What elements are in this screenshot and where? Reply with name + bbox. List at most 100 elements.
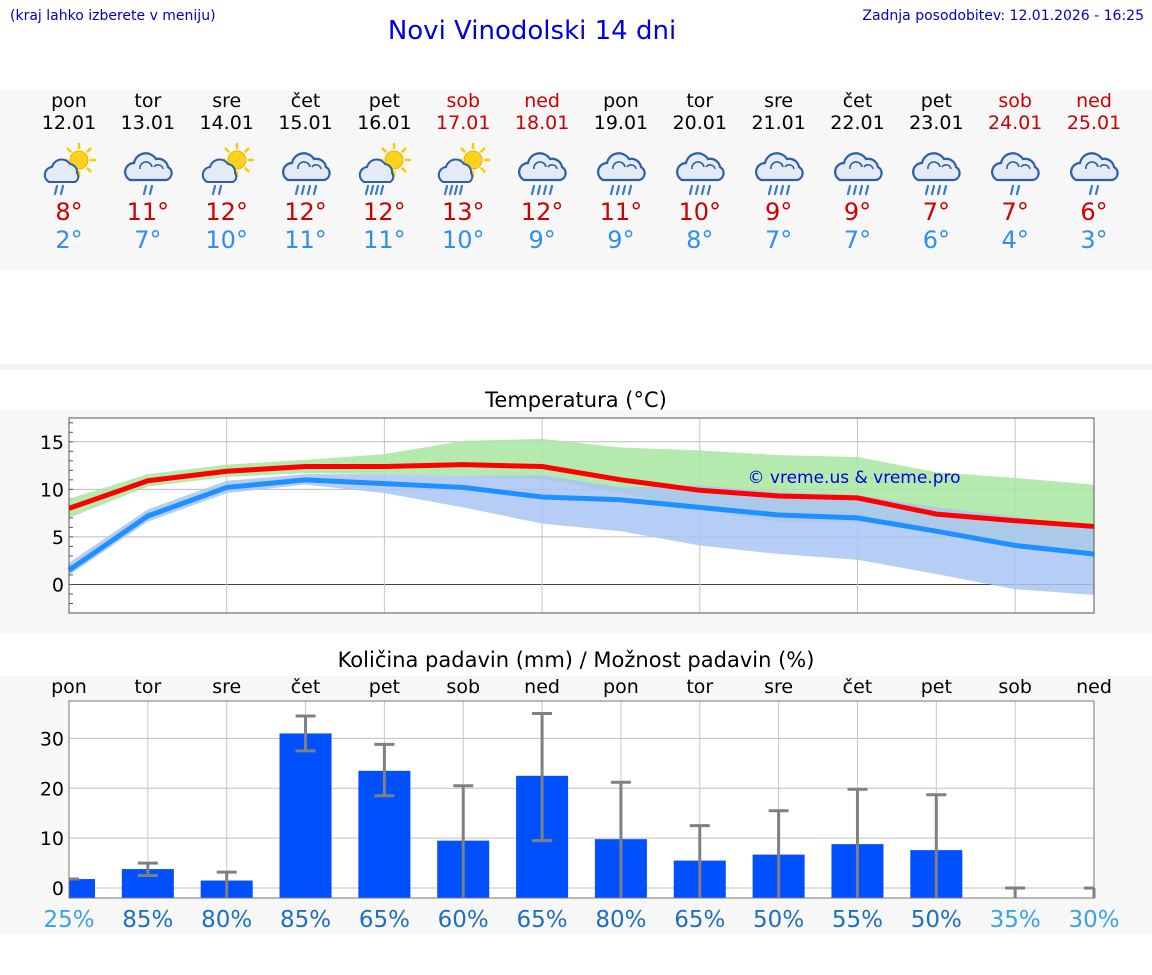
rain-drops-icon [294,184,317,196]
precip-day-label: tor [686,676,713,698]
temp-min: 4° [1001,226,1029,254]
temp-min: 9° [607,226,635,254]
temp-ytick-label: 10 [40,479,64,501]
day-date: 24.01 [987,112,1043,134]
precip-bar [69,879,95,899]
day-name: sob [998,90,1032,112]
precip-day-label: sre [212,676,241,698]
day-column: sre 21.01 9° 7° [739,90,819,254]
day-date: 16.01 [357,112,412,134]
max-temp-line [68,462,1095,529]
rain-drops-icon [767,184,790,196]
day-name: pet [368,90,400,112]
cloud-rain-icon [991,152,1040,196]
cloud-icon [912,152,961,182]
cloud-icon [518,152,567,182]
day-name: sre [212,90,242,112]
precip-probability-label: 65% [517,907,568,933]
precip-probability-label: 60% [438,907,489,933]
cloud-icon [754,152,804,182]
section-divider [0,364,1152,370]
cloud-heavy-rain-icon [912,152,961,196]
day-name: sre [764,90,794,112]
day-column: pon 19.01 11° 9° [581,90,661,254]
cloud-icon [281,152,331,182]
precip-probability-label: 85% [122,907,173,933]
cloud-icon [991,152,1040,182]
temp-min: 7° [134,226,162,254]
temp-max: 12° [520,198,564,226]
temp-max: 9° [765,198,793,226]
day-date: 19.01 [593,112,649,134]
day-column: čet 15.01 12° 11° [266,90,346,254]
cloud-heavy-rain-icon [675,152,725,196]
temp-max: 12° [205,198,248,226]
day-name: sob [446,90,481,112]
location-hint: (kraj lahko izberete v meniju) [10,8,216,24]
day-column: pet 23.01 7° 6° [896,90,976,254]
temp-min: 11° [284,226,327,254]
last-updated: Zadnja posodobitev: 12.01.2026 - 16:25 [862,8,1144,24]
sun-cloud-heavy-rain-icon [438,142,491,196]
precip-ytick-label: 0 [52,878,64,900]
day-name: pet [920,90,952,112]
temp-max: 7° [922,198,950,226]
sun-cloud-rain-icon [201,142,254,196]
precip-probability-label: 65% [359,907,410,933]
precip-day-label: tor [134,676,161,698]
temp-ytick-label: 15 [40,432,64,454]
precip-bar [279,733,332,899]
watermark: © vreme.us & vreme.pro [747,468,960,488]
precip-day-label: sre [764,676,793,698]
day-date: 23.01 [909,112,964,134]
day-date: 17.01 [436,112,491,134]
temp-max: 13° [441,198,485,226]
precip-day-label: čet [843,676,873,698]
rain-drops-icon [142,184,153,196]
precipitation-chart-title: Količina padavin (mm) / Možnost padavin … [337,648,815,672]
day-date: 18.01 [514,112,570,134]
precip-day-label: ned [1076,676,1112,698]
cloud-heavy-rain-icon [518,152,567,196]
temp-max: 9° [843,198,872,226]
cloud-heavy-rain-icon [754,152,804,196]
temp-min: 11° [363,226,406,254]
temp-ytick-label: 0 [52,574,64,596]
temp-max: 6° [1080,198,1108,226]
daily-forecast-strip: pon 12.01 8° 2° tor 13.01 11° 7° sre 14.01 12° 10° č… [0,90,1152,270]
temp-min: 10° [441,226,485,254]
precip-probability-label: 50% [753,907,804,933]
precip-probability-label: 25% [43,907,94,933]
rain-drops-icon [925,184,948,196]
temp-min: 9° [528,226,556,254]
min-temp-line [67,477,1095,573]
precip-probability-label: 65% [674,907,725,933]
cloud-icon [596,152,646,182]
cloud-heavy-rain-icon [596,152,646,196]
temperature-chart-title: Temperatura (°C) [485,388,667,412]
rain-drops-icon [211,184,222,196]
day-column: ned 18.01 12° 9° [502,90,582,254]
temp-max: 10° [678,198,722,226]
precip-probability-label: 50% [911,907,962,933]
precip-day-label: pon [51,676,87,698]
precip-probability-label: 80% [595,907,646,933]
day-name: čet [842,90,873,112]
temperature-chart: 0 5 10 15 © vreme.us & vreme.pro [40,417,1095,614]
cloud-icon [201,158,237,183]
day-date: 12.01 [41,112,97,134]
temperature-plot-frame [68,417,1095,614]
temp-min: 8° [686,226,714,254]
day-name: pon [51,90,87,112]
precip-day-label: čet [291,676,321,698]
temp-max: 11° [599,198,643,226]
day-date: 21.01 [751,112,806,134]
day-name: pon [603,90,639,112]
day-date: 13.01 [120,112,176,134]
temp-min: 6° [922,226,950,254]
rain-drops-icon [1010,184,1021,196]
temp-max: 12° [363,198,406,226]
cloud-icon [43,158,80,183]
day-name: tor [134,90,162,112]
precipitation-plot-frame [68,700,1095,899]
